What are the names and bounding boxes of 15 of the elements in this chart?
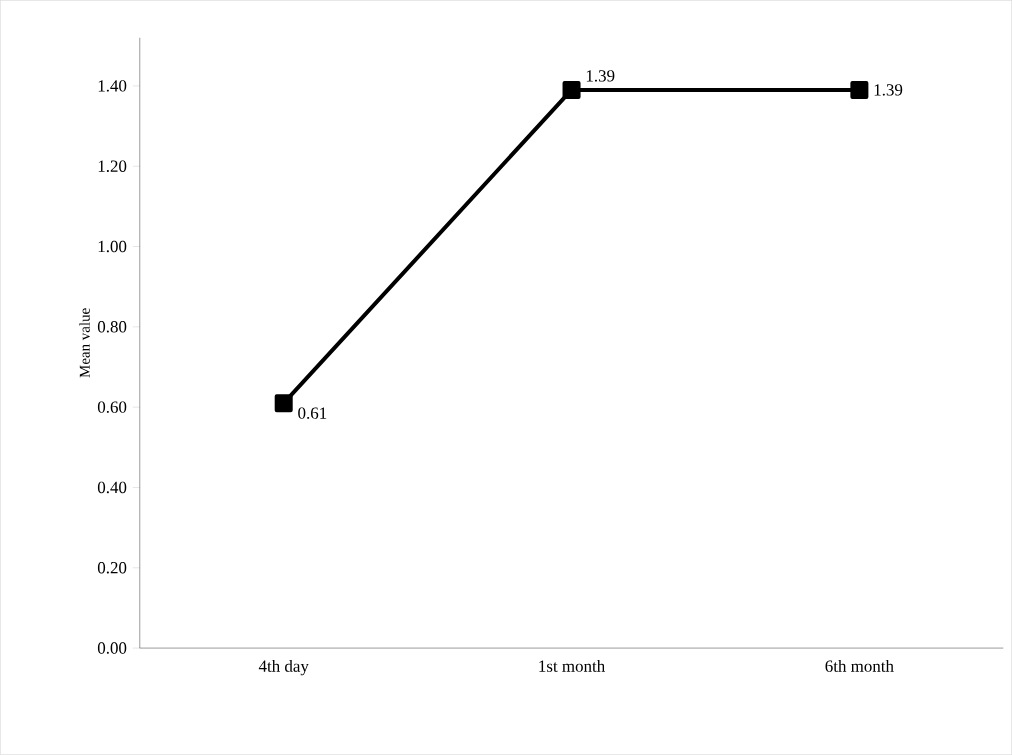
y-tick-label: 1.00: [98, 240, 127, 253]
y-tick-label: 0.20: [97, 562, 127, 574]
data-label: 0.61: [298, 407, 327, 419]
y-tick-label: 0.40: [97, 481, 127, 494]
data-label: 1.39: [586, 70, 615, 82]
y-tick-label: 0.80: [97, 321, 127, 333]
y-tick-label: 1.40: [98, 80, 127, 92]
x-tick-label: 1st month: [539, 660, 605, 672]
y-axis-title: Mean value: [79, 308, 90, 378]
x-tick-label: 6th month: [825, 660, 894, 672]
y-tick-label: 0.00: [97, 642, 127, 654]
y-tick-label: 0.60: [97, 401, 127, 413]
data-label: 1.39: [874, 84, 903, 96]
y-tick-label: 1.20: [98, 160, 127, 173]
x-tick-label: 4th day: [258, 660, 309, 676]
